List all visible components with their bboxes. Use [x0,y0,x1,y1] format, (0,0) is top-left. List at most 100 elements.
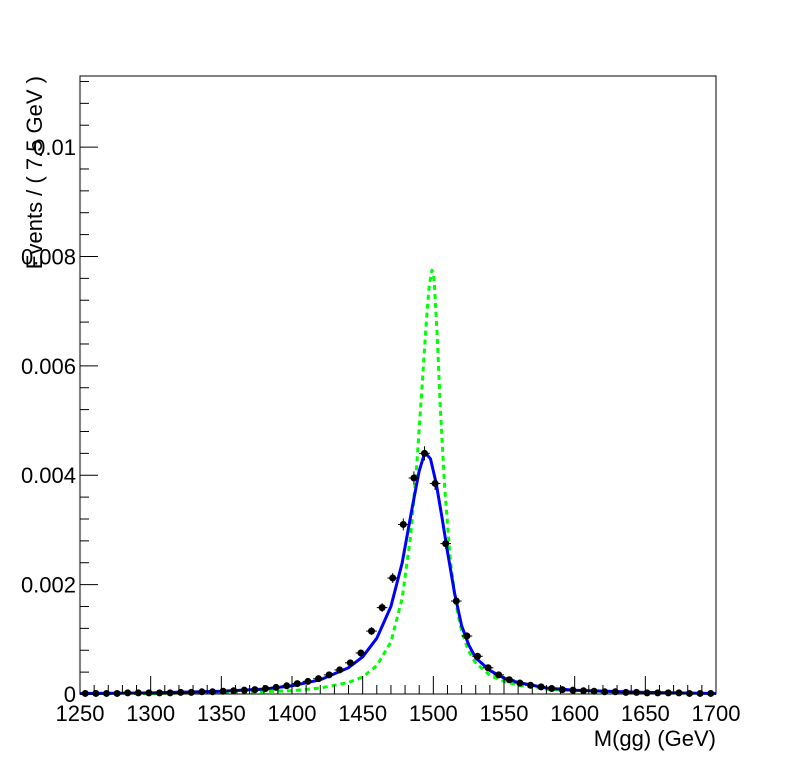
data-marker [251,686,259,694]
data-marker [495,671,503,679]
x-tick-label: 1550 [480,701,529,726]
data-point [313,675,324,683]
data-point [249,686,261,694]
data-point [376,603,388,612]
x-tick-label: 1700 [692,701,741,726]
data-points-layer [80,446,716,697]
data-point [663,689,674,697]
data-point [408,471,420,485]
data-point [239,686,250,694]
data-point [154,689,165,697]
data-marker [548,685,556,693]
data-point [122,689,133,697]
data-marker [643,689,651,697]
data-point [366,627,377,635]
data-point [281,682,292,690]
y-axis-title: Events / ( 7.5 GeV ) [22,76,47,269]
x-tick-label: 1650 [621,701,670,726]
data-marker [187,688,195,696]
data-marker [81,689,89,697]
data-marker [590,687,598,695]
data-point [164,689,176,697]
data-point [387,573,398,583]
data-marker [315,675,322,683]
data-marker [378,604,386,612]
x-axis-title: M(gg) (GeV) [594,726,716,751]
data-marker [580,687,587,695]
data-marker [145,689,153,697]
x-tick-label: 1500 [409,701,458,726]
data-point [673,689,685,697]
data-marker [633,688,640,696]
data-marker [686,689,693,697]
y-tick-label: 0 [64,682,76,707]
data-marker [463,632,471,640]
data-point [429,476,441,491]
data-point [546,685,557,693]
data-marker [505,676,513,684]
x-tick-label: 1400 [268,701,317,726]
x-tick-label: 1300 [126,701,175,726]
data-point [355,649,367,657]
data-point [504,676,515,684]
data-marker [707,689,715,697]
data-marker [431,479,439,487]
data-point [535,683,547,691]
y-tick-label: 0.004 [21,463,76,488]
data-point [302,677,314,685]
data-marker [113,689,121,697]
y-tick-label: 0.008 [21,244,76,269]
data-marker [166,689,174,697]
data-marker [177,688,185,696]
data-marker [230,687,238,695]
data-marker [537,683,545,691]
data-point [345,659,356,667]
data-point [419,446,430,461]
data-point [451,596,462,606]
x-tick-label: 1350 [197,701,246,726]
data-point [398,518,409,531]
data-marker [92,689,100,697]
data-marker [325,671,333,679]
data-marker [357,649,365,657]
data-marker [664,689,672,697]
data-marker [622,688,630,696]
y-tick-label: 0.006 [21,354,76,379]
data-marker [262,685,269,693]
data-marker [389,574,397,582]
data-marker [474,652,481,660]
data-marker [124,689,132,697]
data-marker [696,689,704,697]
data-marker [569,686,577,694]
x-tick-label: 1250 [56,701,105,726]
data-marker [103,689,110,697]
axes-layer: 1250 1300 1350 1400 1450 1500 1550 1600 1650 1700… [21,80,741,726]
y-tick-label: 0.01 [33,135,76,160]
data-marker [421,449,428,457]
x-tick-label: 1450 [338,701,387,726]
data-marker [399,520,407,528]
data-point [588,687,600,695]
data-marker [516,679,524,687]
data-marker [368,627,375,635]
data-point [493,671,504,679]
data-point [334,666,345,674]
truth-curve [80,268,717,695]
data-marker [283,682,291,690]
data-point [578,687,589,695]
data-marker [304,677,312,685]
y-tick-label: 0.002 [21,573,76,598]
data-marker [272,683,280,691]
x-tick-label: 1600 [550,701,599,726]
data-marker [346,659,354,667]
data-point [705,689,716,697]
data-marker [293,680,301,688]
data-marker [336,666,344,674]
data-marker [452,597,460,605]
data-marker [240,686,248,694]
data-marker [675,689,683,697]
data-marker [527,681,534,689]
data-marker [484,664,492,672]
